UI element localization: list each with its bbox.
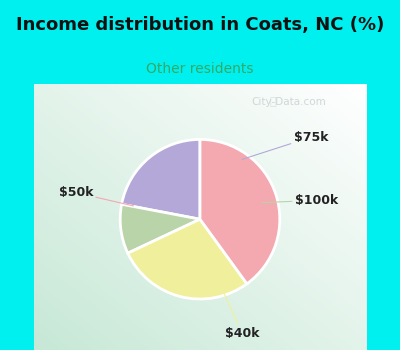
Text: City-Data.com: City-Data.com [252,97,326,107]
Text: $40k: $40k [222,289,259,340]
Wedge shape [128,219,247,299]
Wedge shape [120,204,200,253]
Text: Income distribution in Coats, NC (%): Income distribution in Coats, NC (%) [16,16,384,34]
Text: Other residents: Other residents [146,62,254,76]
Text: $50k: $50k [59,186,134,206]
Text: $75k: $75k [242,131,328,159]
Text: ⦾: ⦾ [270,97,276,107]
Text: $100k: $100k [262,194,338,207]
Wedge shape [200,139,280,284]
Wedge shape [122,139,200,219]
